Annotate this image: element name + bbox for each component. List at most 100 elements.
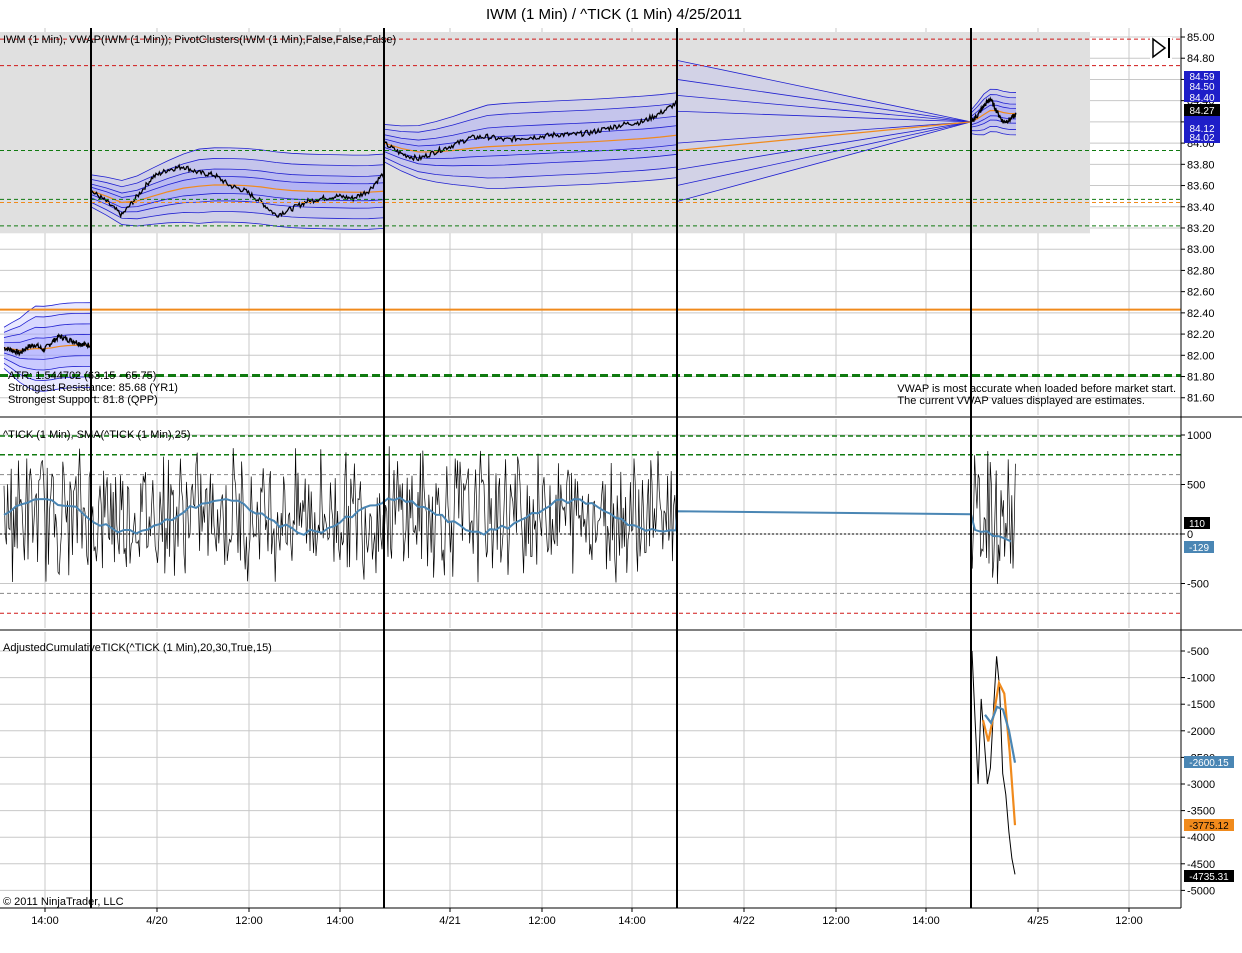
vwap-band-lower [90,197,385,213]
average-last-label: -2600.15 [1189,758,1229,769]
vwap-band-upper [90,147,385,181]
vwap-band-lower [3,362,92,381]
vwap-band-lower [3,352,92,360]
vwap-band-lower [3,357,92,371]
play-to-end-icon[interactable] [1150,37,1172,59]
vwap-line [970,109,1017,123]
vwap-band-lower [970,131,1017,136]
price-label-last: 84.27 [1189,106,1214,117]
x-tick-label: 4/21 [439,915,460,927]
x-tick-label: 4/20 [146,915,167,927]
copyright: © 2011 NinjaTrader, LLC [3,896,124,908]
x-tick-label: 14:00 [31,915,59,927]
vwap-fan-center [676,121,972,152]
vwap-band-upper [3,323,92,338]
vwap-band-upper [3,302,92,328]
price-y-tick-label: 83.20 [1187,223,1215,235]
price-y-tick-label: 82.00 [1187,350,1215,362]
price-panel-label: IWM (1 Min), VWAP(IWM (1 Min)); PivotClu… [3,34,396,46]
x-tick-label: 12:00 [822,915,850,927]
cum-y-tick-label: -4000 [1187,832,1215,844]
x-tick-label: 14:00 [326,915,354,927]
vwap-line [3,344,92,351]
x-tick-label: 14:00 [618,915,646,927]
vwap-band-lower [383,151,678,167]
price-y-tick-label: 83.40 [1187,202,1215,214]
x-tick-label: 12:00 [528,915,556,927]
cum-y-tick-label: -1500 [1187,699,1215,711]
x-tick-label: 4/25 [1027,915,1048,927]
vwap-band-lower [970,119,1017,128]
band-label-lower-2: 84.02 [1189,133,1214,144]
vwap-fan-line [676,94,972,123]
cumulative-panel-label: AdjustedCumulativeTICK(^TICK (1 Min),20,… [3,642,272,654]
price-y-tick-label: 81.60 [1187,393,1215,405]
tick-line [970,451,1016,585]
vwap-band-upper [970,94,1017,114]
price-y-tick-label: 85.00 [1187,32,1215,44]
x-tick-label: 12:00 [235,915,263,927]
price-y-tick-label: 84.80 [1187,53,1215,65]
price-y-tick-label: 83.60 [1187,181,1215,193]
vwap-band-fill [4,313,91,381]
cum-y-tick-label: -5000 [1187,885,1215,897]
cum-y-tick-label: -4500 [1187,859,1215,871]
vwap-band-upper [383,92,678,127]
cum-y-tick-label: -3000 [1187,779,1215,791]
vwap-band-upper [90,176,385,198]
cum-y-tick-label: -3500 [1187,806,1215,818]
vwap-band-fill [384,116,677,166]
x-tick-label: 14:00 [912,915,940,927]
cumulative-last-label: -4735.31 [1189,872,1229,883]
cum-y-tick-label: -500 [1187,646,1209,658]
x-tick-label: 4/22 [733,915,754,927]
vwap-fan-line [676,121,972,171]
price-y-tick-label: 81.80 [1187,372,1215,384]
vwap-band-upper [383,115,678,141]
smoothed-tick-line [981,679,1017,826]
vwap-fan-line [676,110,972,123]
band-label-upper-3: 84.40 [1189,93,1214,104]
chart-title: IWM (1 Min) / ^TICK (1 Min) 4/25/2011 [486,6,742,23]
band-label-upper-1: 84.59 [1189,72,1214,83]
price-line [970,96,1017,125]
vwap-fan-line [676,121,972,144]
price-y-tick-label: 83.00 [1187,244,1215,256]
vwap-fan-line [676,121,972,186]
x-tick-label: 12:00 [1115,915,1143,927]
price-y-tick-label: 82.80 [1187,265,1215,277]
price-y-tick-label: 82.60 [1187,287,1215,299]
smoothed-last-label: -3775.12 [1189,821,1229,832]
price-y-tick-label: 82.20 [1187,329,1215,341]
vwap-band-lower [90,193,385,208]
cum-y-tick-label: -1000 [1187,673,1215,685]
band-label-lower-1: 84.12 [1189,124,1214,135]
cum-y-tick-label: -2000 [1187,726,1215,738]
vwap-line [90,184,385,204]
vwap-band-upper [3,334,92,344]
vwap-band-upper [970,88,1017,111]
vwap-band-upper [970,100,1017,117]
vwap-band-upper [383,102,678,133]
vwap-band-upper [90,168,385,194]
cumulative-markers: -2600.15 -3775.12 -4735.31 [1184,756,1234,883]
vwap-fan-line [676,59,972,123]
vwap-band-lower [90,206,385,230]
vwap-note-1: VWAP is most accurate when loaded before… [897,383,1176,395]
tick-y-tick-label: -500 [1187,579,1209,591]
tick-last-label: 110 [1189,519,1205,530]
tick-panel-label: ^TICK (1 Min), SMA(^TICK (1 Min),25) [3,429,191,441]
vwap-band-upper [90,158,385,188]
vwap-note-2: The current VWAP values displayed are es… [897,395,1145,407]
vwap-band-upper [383,125,678,147]
tick-y-tick-label: 500 [1187,480,1205,492]
atr-annotation: ATR: 1.544702 (63.15 - 65.75) [8,370,156,382]
resistance-annotation: Strongest Resistance: 85.68 (YR1) [8,382,178,394]
sma-last-label: -129 [1189,543,1209,554]
price-line [3,332,92,357]
vwap-band-lower [383,161,678,189]
price-y-tick-label: 83.80 [1187,159,1215,171]
vwap-band-lower [383,144,678,160]
tick-y-tick-label: 0 [1187,529,1193,541]
